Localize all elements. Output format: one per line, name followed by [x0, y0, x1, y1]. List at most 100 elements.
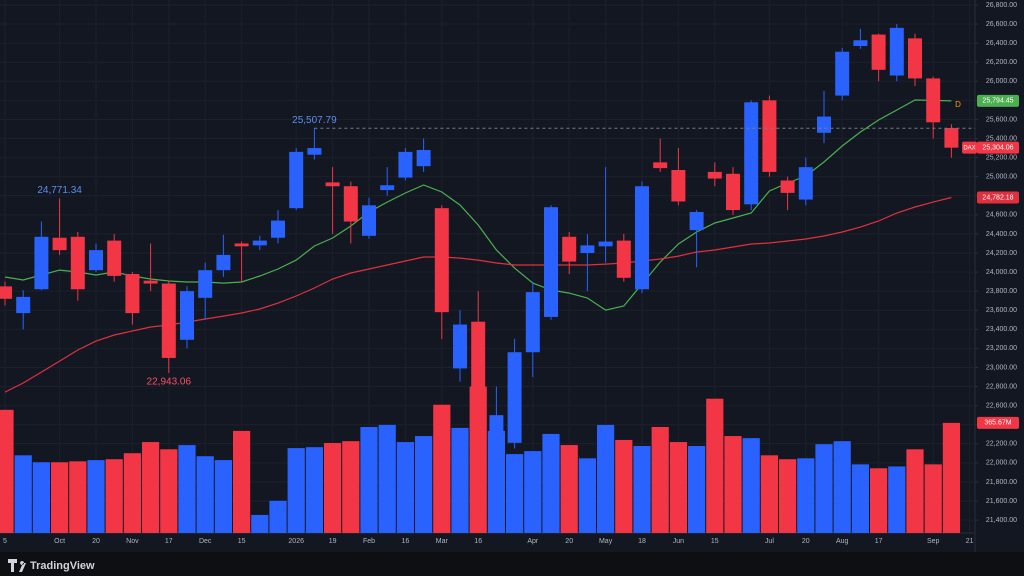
last-close-label: 25,304.06: [982, 145, 1013, 152]
x-tick-label: Jun: [673, 538, 684, 545]
volume-bar: [724, 436, 742, 533]
x-tick-label: 15: [711, 538, 719, 545]
x-tick-label: 17: [165, 538, 173, 545]
candle-body: [635, 186, 649, 290]
candle-body: [416, 149, 431, 167]
candle-body: [180, 291, 194, 340]
candle-body: [234, 243, 249, 247]
interval-badge: D: [955, 100, 961, 109]
x-tick-label: Apr: [527, 538, 539, 545]
candle-body: [380, 185, 395, 191]
candle-body: [398, 151, 413, 178]
volume-bar: [742, 438, 760, 533]
volume-bar: [196, 456, 214, 533]
ma-last-label-box: [977, 191, 1019, 204]
volume-bar: [87, 460, 105, 533]
volume-bar: [706, 398, 724, 533]
candle-body: [434, 208, 449, 313]
candle-body: [908, 38, 922, 79]
volume-bar: [469, 386, 487, 533]
y-tick-label: 22,200.00: [986, 441, 1017, 448]
x-tick-label: 20: [802, 538, 810, 545]
candle-body: [671, 170, 686, 202]
x-tick-label: May: [599, 538, 613, 545]
y-tick-label: 25,600.00: [986, 116, 1017, 123]
brand-name: TradingView: [30, 560, 95, 572]
candle-body: [471, 321, 486, 402]
volume-bar: [578, 458, 596, 533]
candle-body: [70, 236, 85, 290]
brand-logo[interactable]: TradingView: [8, 559, 95, 572]
x-tick-label: Mar: [436, 538, 449, 545]
annotation-label: 24,771.34: [37, 185, 82, 196]
candle-body: [780, 180, 795, 193]
y-tick-label: 21,400.00: [986, 517, 1017, 524]
volume-bar: [287, 448, 305, 533]
volume-bar: [542, 433, 560, 533]
y-tick-label: 23,800.00: [986, 288, 1017, 295]
volume-bar: [942, 422, 960, 533]
x-tick-label: 18: [638, 538, 646, 545]
volume-bar: [214, 460, 232, 533]
y-tick-label: 26,200.00: [986, 59, 1017, 66]
candle-body: [726, 173, 740, 211]
candle-body: [453, 324, 467, 369]
y-tick-label: 24,600.00: [986, 212, 1017, 219]
y-tick-label: 23,000.00: [986, 364, 1017, 371]
candle-layer: [0, 24, 959, 482]
annotation-label: 22,943.06: [147, 377, 192, 388]
annotation-label: 25,507.79: [292, 115, 337, 126]
x-tick-label: 21: [966, 538, 974, 545]
candle-body: [289, 151, 304, 209]
candle-body: [835, 51, 850, 96]
volume-bar: [524, 451, 542, 533]
volume-bar: [378, 424, 396, 533]
candle-body: [853, 40, 868, 46]
volume-bar: [160, 449, 178, 533]
candle-body: [871, 34, 886, 70]
volume-bar: [105, 459, 123, 533]
candle-body: [817, 116, 831, 133]
y-tick-label: 25,400.00: [986, 135, 1017, 142]
x-tick-label: Oct: [54, 538, 65, 545]
volume-bar: [269, 500, 287, 533]
candle-body: [762, 100, 777, 172]
x-tick-label: Nov: [126, 538, 139, 545]
volume-bar: [851, 464, 869, 533]
volume-bar: [560, 445, 578, 533]
candle-body: [744, 102, 759, 205]
y-tick-label: 25,200.00: [986, 154, 1017, 161]
volume-bar: [32, 462, 50, 533]
candle-body: [562, 236, 577, 262]
volume-bar: [797, 458, 815, 533]
candle-body: [525, 292, 540, 353]
volume-bar: [888, 466, 906, 533]
volume-layer: [0, 386, 960, 533]
candle-body: [689, 211, 704, 231]
volume-bar: [633, 445, 651, 533]
symbol-box: [962, 141, 977, 154]
candle-body: [16, 296, 31, 314]
x-tick-label: Sep: [927, 538, 940, 545]
candle-body: [325, 182, 340, 187]
y-tick-label: 23,200.00: [986, 345, 1017, 352]
volume-bar: [142, 442, 160, 533]
ma-last-label: 24,782.18: [982, 194, 1013, 201]
volume-bar: [433, 404, 451, 533]
candle-body: [362, 205, 376, 236]
y-tick-label: 26,800.00: [986, 2, 1017, 9]
candle-body: [125, 273, 140, 314]
candle-body: [271, 220, 285, 238]
candle-body: [198, 270, 213, 298]
y-tick-label: 23,400.00: [986, 326, 1017, 333]
volume-bar: [415, 436, 433, 533]
candle-body: [598, 241, 613, 247]
volume-bar: [833, 441, 851, 533]
candle-body: [489, 415, 504, 435]
volume-bar: [688, 445, 706, 533]
volume-bar: [669, 442, 687, 533]
x-tick-label: Aug: [836, 538, 849, 545]
volume-bar: [396, 442, 414, 533]
candle-body: [653, 162, 668, 169]
